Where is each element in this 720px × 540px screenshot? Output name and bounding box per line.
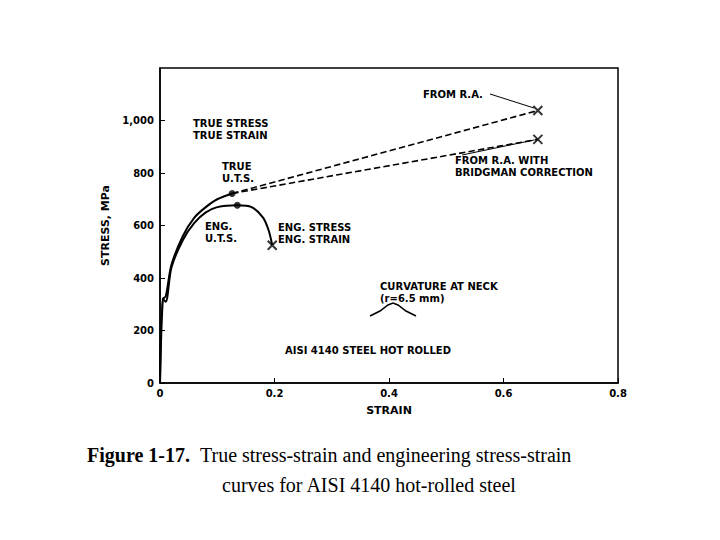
- svg-text:ENG. STRESS: ENG. STRESS: [278, 222, 351, 233]
- html-text:Figure 1-17.: Figure 1-17.: [87, 444, 190, 466]
- html-text:curves for AISI 4140 hot-rolle: curves for AISI 4140 hot-rolled steel: [222, 474, 516, 496]
- svg-text:1,000: 1,000: [122, 115, 154, 126]
- svg-text:STRAIN: STRAIN: [366, 404, 412, 417]
- svg-text:U.T.S.: U.T.S.: [222, 173, 254, 184]
- svg-text:CURVATURE AT NECK: CURVATURE AT NECK: [380, 281, 499, 292]
- svg-text:ENG. STRAIN: ENG. STRAIN: [278, 234, 350, 245]
- svg-text:AISI 4140 STEEL HOT ROLLED: AISI 4140 STEEL HOT ROLLED: [285, 345, 451, 356]
- svg-text:200: 200: [133, 325, 154, 336]
- svg-text:0.4: 0.4: [380, 388, 398, 399]
- svg-text:TRUE: TRUE: [222, 161, 252, 172]
- svg-text:0.2: 0.2: [266, 388, 284, 399]
- html-text:True stress-strain and enginee: True stress-strain and engineering stres…: [200, 444, 572, 466]
- svg-text:0: 0: [147, 378, 154, 389]
- svg-text:0.8: 0.8: [609, 388, 627, 399]
- svg-text:FROM R.A.: FROM R.A.: [423, 89, 483, 100]
- svg-text:TRUE STRESS: TRUE STRESS: [193, 118, 268, 129]
- svg-text:600: 600: [133, 220, 154, 231]
- svg-text:0.6: 0.6: [495, 388, 513, 399]
- svg-text:FROM R.A. WITH: FROM R.A. WITH: [455, 155, 548, 166]
- svg-text:BRIDGMAN CORRECTION: BRIDGMAN CORRECTION: [455, 167, 593, 178]
- svg-text:STRESS, MPa: STRESS, MPa: [99, 185, 112, 266]
- svg-text:ENG.: ENG.: [205, 221, 232, 232]
- svg-text:400: 400: [133, 273, 154, 284]
- svg-text:800: 800: [133, 168, 154, 179]
- svg-text:U.T.S.: U.T.S.: [205, 233, 237, 244]
- svg-text:0: 0: [157, 388, 164, 399]
- svg-text:(r=6.5 mm): (r=6.5 mm): [380, 293, 445, 304]
- svg-text:TRUE STRAIN: TRUE STRAIN: [193, 130, 268, 141]
